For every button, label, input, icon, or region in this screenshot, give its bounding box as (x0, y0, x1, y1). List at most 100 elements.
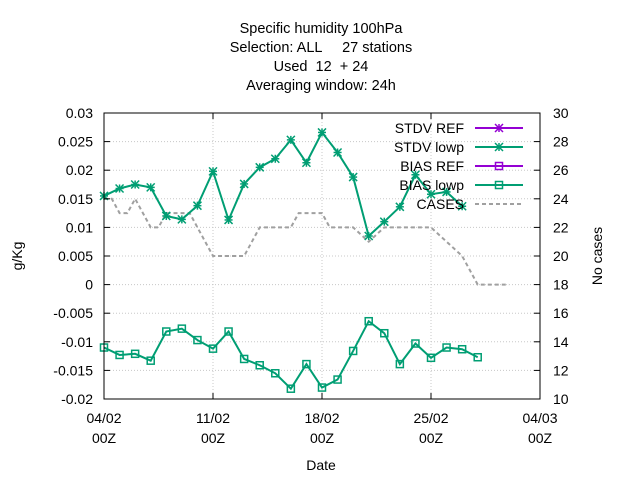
data-point (473, 352, 482, 362)
legend-label: STDV REF (395, 120, 464, 136)
series-stdv-lowp-line (103, 130, 463, 238)
data-point (301, 158, 311, 168)
data-point (395, 359, 405, 369)
data-point (271, 369, 280, 378)
data-point (442, 343, 451, 352)
title-line-2: Selection: ALL 27 stations (230, 40, 412, 56)
y-tick-label: -0.01 (61, 334, 93, 350)
x-tick-label-hour: 00Z (419, 430, 444, 446)
data-point (411, 339, 420, 348)
data-point (146, 356, 155, 365)
data-point (255, 162, 265, 172)
x-tick-label-date: 18/02 (304, 410, 339, 426)
y2-tick-label: 24 (553, 191, 569, 207)
data-point (426, 189, 436, 199)
y-tick-label: -0.015 (53, 362, 93, 378)
data-point (162, 327, 171, 336)
data-point (426, 353, 436, 363)
series-layer (99, 127, 509, 393)
y-tick-label: 0 (85, 277, 93, 293)
data-point (224, 215, 234, 225)
x-tick-label-hour: 00Z (310, 430, 335, 446)
y2-tick-label: 14 (553, 334, 569, 350)
data-point (317, 383, 327, 392)
series-cases-line (104, 196, 509, 286)
y2-tick-label: 18 (553, 277, 569, 293)
data-point (494, 142, 504, 152)
data-point (192, 201, 202, 211)
axes: 0.03 0.025 0.02 0.015 0.01 0.005 0 -0.005 -0.01 -… (53, 105, 568, 446)
data-point (302, 359, 311, 369)
data-point (208, 344, 218, 353)
data-point (317, 127, 327, 137)
y2-axis-label: No cases (589, 227, 605, 285)
data-point (395, 202, 405, 212)
y2-tick-label: 16 (553, 305, 569, 321)
data-point (208, 166, 218, 176)
y2-tick-label: 28 (553, 134, 569, 150)
data-point (146, 182, 156, 192)
data-point (494, 161, 504, 171)
data-point (380, 328, 389, 338)
data-point (193, 335, 202, 345)
x-axis-label: Date (306, 457, 336, 473)
x-tick-label-date: 04/03 (522, 410, 557, 426)
title-line-4: Averaging window: 24h (246, 78, 396, 94)
data-point (255, 361, 264, 370)
y-tick-label: 0.005 (58, 248, 93, 264)
data-point (364, 316, 373, 326)
x-tick-label-date: 11/02 (196, 410, 230, 426)
legend-label: CASES (417, 196, 464, 212)
x-tick-label-hour: 00Z (201, 430, 226, 446)
data-point (348, 172, 358, 182)
data-point (161, 211, 171, 221)
data-point (494, 123, 504, 133)
data-point (410, 170, 420, 180)
data-point (457, 201, 467, 211)
x-tick-label-date: 04/02 (86, 410, 121, 426)
data-point (239, 179, 249, 189)
data-point (286, 384, 296, 393)
y2-tick-label: 30 (553, 105, 569, 121)
x-tick-label-hour: 00Z (92, 430, 117, 446)
data-point (115, 183, 125, 194)
y2-tick-label: 20 (553, 248, 569, 264)
y2-tick-label: 22 (553, 219, 569, 235)
y-tick-label: 0.02 (66, 162, 93, 178)
title-line-3: Used 12 + 24 (274, 59, 369, 75)
y2-tick-label: 10 (553, 391, 569, 407)
data-point (286, 135, 296, 145)
data-point (115, 350, 124, 360)
y-tick-label: 0.025 (58, 134, 93, 150)
y-tick-label: -0.005 (53, 305, 93, 321)
x-tick-label-date: 25/02 (413, 410, 448, 426)
series-cases (104, 196, 509, 286)
data-point (333, 375, 342, 384)
series-stdv-lowp (99, 127, 467, 241)
y-tick-label: 0.03 (66, 105, 93, 121)
title-line-1: Specific humidity 100hPa (240, 21, 404, 37)
data-point (239, 354, 249, 364)
y-axis-label: g/Kg (9, 242, 25, 271)
y-tick-label: -0.02 (61, 391, 93, 407)
data-point (364, 231, 374, 241)
series-bias-lowp (99, 316, 482, 393)
legend-label: STDV lowp (394, 139, 464, 155)
series-bias-lowp-line (103, 319, 479, 391)
data-point (177, 324, 187, 333)
data-point (270, 154, 280, 164)
data-point (130, 349, 140, 359)
x-tick-label-hour: 00Z (528, 430, 553, 446)
data-point (348, 346, 358, 356)
y-tick-label: 0.01 (66, 219, 93, 235)
legend-label: BIAS REF (400, 158, 464, 174)
legend: STDV REF STDV lowp BIAS REF BIAS lowp CASES (394, 120, 523, 212)
data-point (379, 217, 389, 227)
data-point (442, 187, 452, 197)
grid (104, 113, 540, 399)
data-point (457, 344, 467, 354)
data-point (130, 179, 140, 190)
data-point (177, 214, 187, 224)
data-point (494, 180, 504, 190)
